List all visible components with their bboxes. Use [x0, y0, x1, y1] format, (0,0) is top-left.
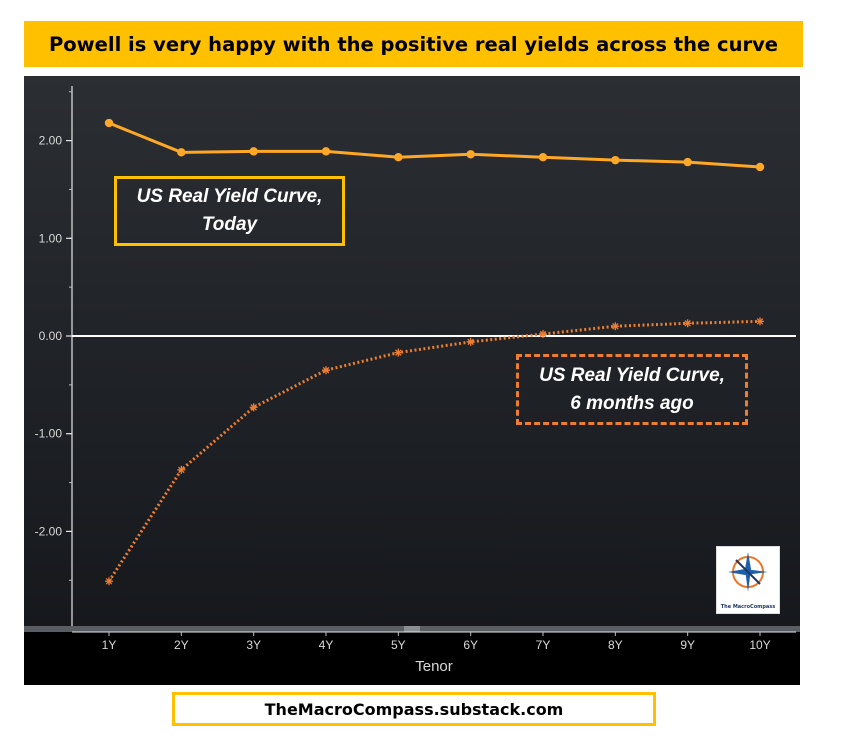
x-tick-label: 4Y — [319, 638, 334, 652]
x-tick-label: 6Y — [463, 638, 478, 652]
series-line-six-months-ago — [107, 319, 761, 583]
data-point-six-months-ago — [611, 322, 620, 331]
data-point-today — [755, 162, 765, 172]
y-tick-label: 1.00 — [39, 231, 63, 245]
x-axis-band — [24, 632, 800, 685]
footer-url: TheMacroCompass.substack.com — [264, 699, 564, 719]
data-point-today — [683, 157, 692, 167]
data-point-today — [538, 153, 548, 162]
data-point-today — [394, 153, 403, 162]
data-point-six-months-ago — [177, 465, 186, 474]
data-point-six-months-ago — [394, 348, 403, 357]
data-point-today — [321, 147, 331, 156]
x-tick-label: 5Y — [391, 638, 406, 652]
data-point-today — [177, 148, 186, 157]
series-line-today — [108, 121, 761, 169]
macrocompass-logo: The MacroCompass — [716, 546, 780, 614]
label-ago-line1: US Real Yield Curve, — [539, 364, 725, 386]
data-point-today — [466, 150, 475, 159]
y-tick-label: 0.00 — [39, 329, 63, 343]
data-point-six-months-ago — [322, 366, 330, 375]
y-tick-label: -2.00 — [35, 524, 63, 538]
y-tick-label: -1.00 — [35, 427, 63, 441]
label-today-line2: Today — [201, 214, 258, 235]
data-point-six-months-ago — [683, 319, 692, 328]
y-tick-label: 2.00 — [39, 134, 63, 148]
data-point-six-months-ago — [105, 577, 113, 586]
yield-curve-chart: 2.00 1.00 0.00 -1.00 -2.00 1Y 2Y 3Y 4Y 5Y 6Y 7Y 8Y 9Y… — [24, 86, 800, 685]
label-six-months-ago-annotation: US Real Yield Curve, 6 months ago — [516, 354, 748, 425]
x-scrollbar-thumb — [404, 626, 420, 632]
x-tick-label: 1Y — [102, 638, 117, 652]
data-point-today — [249, 147, 258, 156]
label-today-line1: US Real Yield Curve, — [136, 186, 323, 207]
compass-star-icon — [728, 552, 768, 592]
data-point-six-months-ago — [249, 403, 258, 412]
label-today-annotation: US Real Yield Curve, Today — [114, 176, 345, 246]
footer-url-box: TheMacroCompass.substack.com — [172, 692, 656, 726]
chart-title-banner: Powell is very happy with the positive r… — [24, 21, 803, 67]
data-point-today — [104, 118, 114, 128]
x-tick-label: 8Y — [608, 638, 623, 652]
x-tick-label: 10Y — [749, 638, 770, 652]
x-tick-label: 9Y — [680, 638, 695, 652]
data-point-six-months-ago — [756, 317, 764, 326]
data-point-six-months-ago — [539, 330, 547, 339]
x-tick-label: 2Y — [174, 638, 189, 652]
label-ago-line2: 6 months ago — [570, 392, 694, 414]
chart-panel: 2.00 1.00 0.00 -1.00 -2.00 1Y 2Y 3Y 4Y 5Y 6Y 7Y 8Y 9Y… — [24, 76, 800, 685]
data-point-today — [611, 155, 620, 165]
logo-brand-text: The MacroCompass — [720, 604, 776, 610]
x-axis-title: Tenor — [415, 658, 453, 675]
chart-title: Powell is very happy with the positive r… — [48, 32, 779, 56]
x-tick-label: 3Y — [246, 638, 261, 652]
x-tick-label: 7Y — [536, 638, 551, 652]
data-point-six-months-ago — [466, 337, 475, 346]
